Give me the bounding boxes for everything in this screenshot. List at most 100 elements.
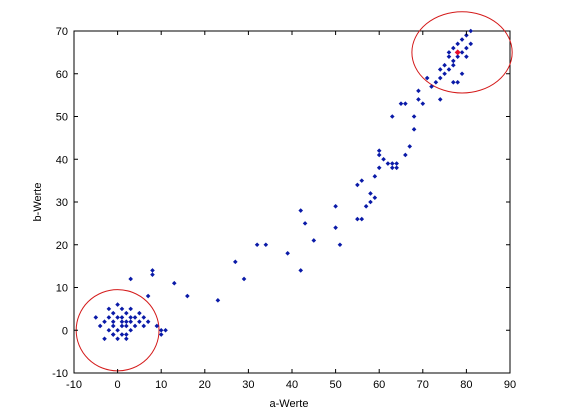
data-point: [468, 41, 474, 47]
data-point: [394, 161, 399, 166]
data-point: [119, 319, 125, 324]
data-point: [433, 80, 439, 85]
data-point: [137, 319, 142, 324]
data-point: [429, 84, 434, 89]
data-point: [376, 152, 382, 158]
data-point: [115, 315, 120, 320]
data-point: [437, 67, 443, 72]
data-point: [464, 54, 469, 59]
data-point: [158, 327, 164, 333]
data-point: [464, 32, 469, 38]
data-point: [150, 268, 155, 273]
data-point: [389, 165, 395, 171]
data-point: [446, 50, 452, 55]
data-point: [451, 45, 456, 51]
data-point: [119, 306, 125, 312]
data-point: [468, 28, 474, 34]
x-tick-label: 40: [286, 379, 298, 391]
data-point: [132, 323, 138, 329]
data-point: [106, 315, 112, 320]
data-point: [459, 37, 465, 42]
data-point: [128, 319, 133, 324]
x-tick-label: -10: [66, 379, 82, 391]
cluster-centroids: [454, 49, 461, 56]
x-tick-label: 30: [242, 379, 254, 391]
data-point: [394, 165, 399, 171]
data-point: [420, 101, 426, 106]
data-point: [372, 174, 378, 179]
data-point: [285, 251, 290, 256]
data-point: [442, 71, 447, 77]
data-point: [424, 75, 430, 81]
data-point: [241, 276, 247, 282]
data-point: [106, 306, 112, 312]
data-point: [416, 88, 421, 94]
data-point: [437, 97, 443, 102]
data-point: [451, 62, 456, 68]
x-tick-label: 90: [504, 379, 516, 391]
x-tick-label: 60: [373, 379, 385, 391]
x-tick-label: 0: [115, 379, 121, 391]
data-point: [115, 336, 120, 342]
data-point: [407, 144, 413, 149]
data-point: [97, 323, 103, 329]
y-tick-label: 40: [56, 154, 68, 166]
data-point: [145, 319, 151, 324]
data-point: [363, 203, 369, 209]
y-tick-label: 50: [56, 112, 68, 124]
data-point: [355, 182, 360, 188]
data-point: [455, 41, 460, 47]
data-point: [446, 67, 452, 72]
data-point: [403, 152, 408, 158]
data-point: [110, 323, 116, 329]
data-point: [106, 327, 112, 333]
data-point: [171, 280, 177, 286]
data-point: [102, 319, 107, 324]
y-axis-ticks: -10 0 10 20 30 40 50 60 70: [52, 26, 510, 380]
data-point: [124, 336, 129, 342]
data-point: [150, 272, 155, 277]
cluster-ellipse: [411, 11, 513, 94]
data-point: [254, 242, 260, 248]
data-point: [389, 114, 395, 119]
data-point: [158, 332, 164, 337]
data-point: [128, 327, 133, 333]
data-point: [141, 323, 147, 329]
data-points: [93, 28, 474, 342]
data-point: [411, 114, 417, 119]
data-point: [442, 62, 447, 68]
data-point: [376, 148, 382, 153]
data-point: [398, 101, 404, 106]
x-tick-label: 70: [417, 379, 429, 391]
data-point: [110, 332, 116, 337]
data-point: [459, 50, 465, 55]
data-point: [451, 58, 456, 64]
y-tick-label: 60: [56, 69, 68, 81]
y-tick-label: 70: [56, 26, 68, 38]
data-point: [119, 323, 125, 329]
data-point: [185, 293, 190, 299]
data-point: [455, 54, 460, 59]
data-point: [298, 268, 304, 273]
data-point: [381, 156, 386, 162]
x-tick-label: 80: [460, 379, 472, 391]
data-point: [115, 327, 120, 333]
data-point: [451, 80, 456, 85]
data-point: [119, 332, 125, 337]
data-point: [411, 127, 417, 132]
data-point: [337, 242, 343, 248]
data-point: [137, 310, 142, 316]
data-point: [298, 208, 304, 213]
data-point: [263, 242, 269, 248]
data-point: [154, 323, 160, 329]
data-point: [110, 319, 116, 324]
x-tick-label: 50: [329, 379, 341, 391]
x-axis-label: a-Werte: [270, 398, 309, 410]
data-point: [124, 323, 129, 329]
data-point: [124, 310, 129, 316]
centroid-point: [454, 49, 461, 56]
data-point: [464, 45, 469, 51]
data-point: [302, 221, 308, 226]
data-point: [389, 161, 395, 166]
